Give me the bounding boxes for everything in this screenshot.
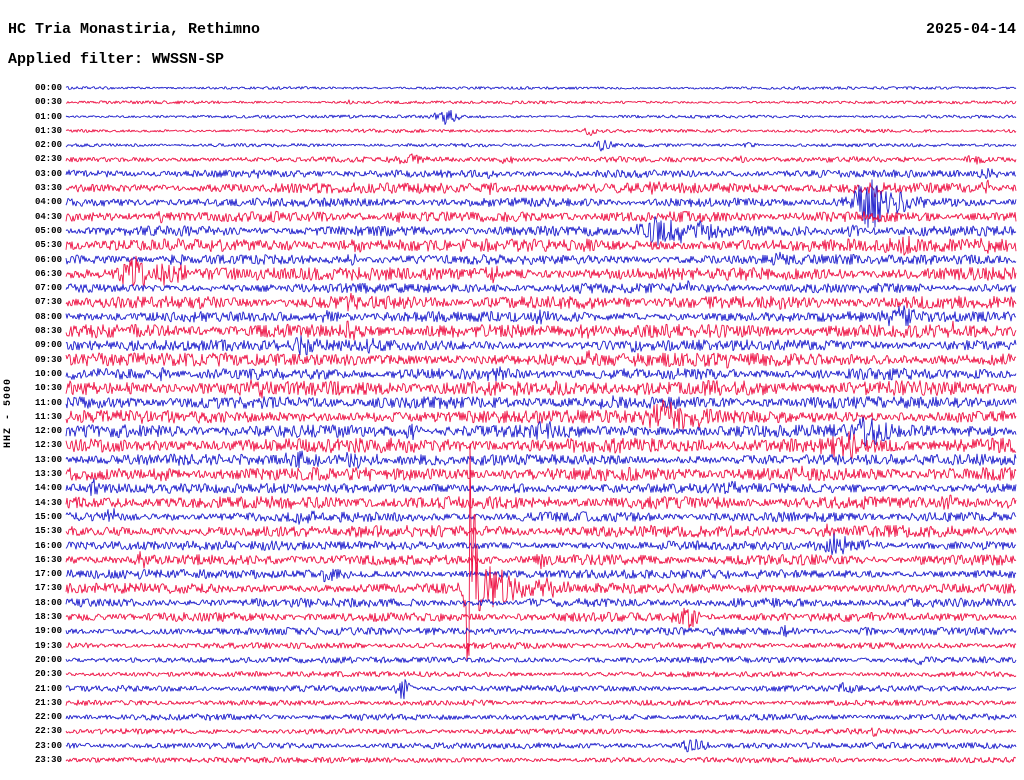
- row-time-label: 09:00: [34, 340, 62, 351]
- row-time-label: 22:00: [34, 712, 62, 723]
- row-time-label: 03:30: [34, 183, 62, 194]
- row-time-label: 15:00: [34, 511, 62, 522]
- row-time-label: 11:00: [34, 397, 62, 408]
- row-time-label: 08:30: [34, 326, 62, 337]
- row-time-label: 19:00: [34, 626, 62, 637]
- row-time-label: 18:30: [34, 612, 62, 623]
- row-time-label: 01:00: [34, 111, 62, 122]
- row-time-label: 21:00: [34, 683, 62, 694]
- row-time-label: 23:30: [34, 755, 62, 765]
- row-time-label: 20:00: [34, 654, 62, 665]
- row-time-label: 10:30: [34, 383, 62, 394]
- row-time-label: 18:00: [34, 597, 62, 608]
- row-time-label: 03:00: [34, 168, 62, 179]
- row-time-label: 22:30: [34, 726, 62, 737]
- row-time-label: 09:30: [34, 354, 62, 365]
- row-time-label: 06:30: [34, 268, 62, 279]
- row-time-label: 21:30: [34, 697, 62, 708]
- row-time-label: 20:30: [34, 669, 62, 680]
- row-time-label: 13:30: [34, 469, 62, 480]
- row-time-label: 14:30: [34, 497, 62, 508]
- row-time-label: 16:00: [34, 540, 62, 551]
- row-time-label: 06:00: [34, 254, 62, 265]
- row-time-label: 13:00: [34, 454, 62, 465]
- row-time-label: 02:30: [34, 154, 62, 165]
- row-time-label: 12:30: [34, 440, 62, 451]
- row-time-label: 10:00: [34, 368, 62, 379]
- row-time-label: 16:30: [34, 554, 62, 565]
- row-time-label: 07:00: [34, 283, 62, 294]
- row-time-label: 11:30: [34, 411, 62, 422]
- row-time-label: 02:00: [34, 140, 62, 151]
- row-time-label: 00:00: [34, 83, 62, 93]
- row-time-label: 05:30: [34, 240, 62, 251]
- row-time-label: 04:30: [34, 211, 62, 222]
- row-time-label: 14:00: [34, 483, 62, 494]
- row-time-label: 00:30: [34, 97, 62, 108]
- row-time-label: 15:30: [34, 526, 62, 537]
- row-time-label: 01:30: [34, 125, 62, 136]
- row-time-label: 04:00: [34, 197, 62, 208]
- row-time-label: 07:30: [34, 297, 62, 308]
- row-time-label: 17:30: [34, 583, 62, 594]
- row-time-label: 12:00: [34, 426, 62, 437]
- row-time-label: 23:00: [34, 740, 62, 751]
- row-time-label: 08:00: [34, 311, 62, 322]
- row-time-label: 17:00: [34, 569, 62, 580]
- row-time-label: 19:30: [34, 640, 62, 651]
- row-time-label: 05:00: [34, 225, 62, 236]
